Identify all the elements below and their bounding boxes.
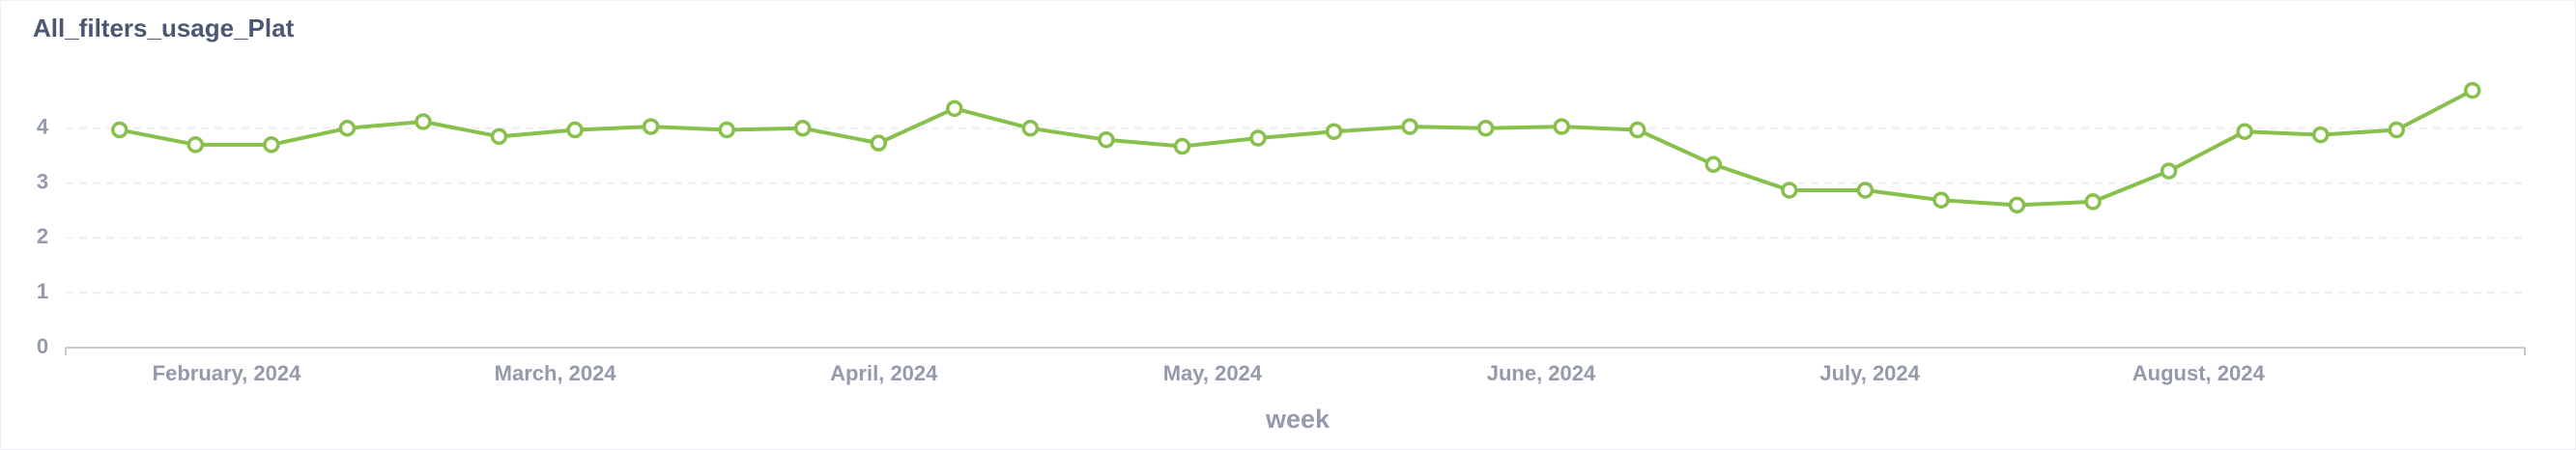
data-point (415, 113, 432, 130)
y-tick-label: 0 (37, 334, 48, 358)
data-point (566, 121, 584, 139)
data-point (2311, 126, 2330, 144)
y-tick-label: 2 (37, 224, 48, 248)
x-tick-label: March, 2024 (495, 361, 617, 385)
x-tick-label: April, 2024 (830, 361, 938, 385)
data-point (2084, 193, 2102, 211)
chart-title: All_filters_usage_Plat (33, 14, 295, 42)
data-point (1629, 121, 1646, 139)
data-point (263, 136, 280, 154)
data-point (186, 136, 205, 154)
x-axis-label: week (1265, 405, 1331, 434)
data-point (793, 120, 812, 137)
series-line (119, 88, 2474, 208)
data-point (490, 127, 508, 146)
data-point (642, 118, 660, 135)
data-point (1249, 129, 1267, 147)
y-tick-label: 3 (37, 169, 48, 193)
data-point (338, 120, 357, 137)
data-point (1476, 120, 1495, 137)
x-tick-label: August, 2024 (2132, 361, 2266, 385)
data-point (946, 99, 963, 118)
data-point (1325, 123, 1343, 140)
x-tick-label: May, 2024 (1163, 361, 1263, 385)
data-point (2464, 81, 2481, 99)
data-point (718, 121, 735, 139)
data-point (1932, 191, 1950, 209)
x-tick-label: June, 2024 (1487, 361, 1596, 385)
data-point (2008, 196, 2026, 214)
data-point (1856, 182, 1875, 199)
data-point (1173, 137, 1191, 155)
data-point (2236, 123, 2253, 140)
y-tick-label: 1 (37, 279, 48, 303)
data-point (1704, 155, 1723, 174)
data-point (1021, 120, 1040, 137)
data-point (1781, 182, 1798, 199)
data-point (870, 134, 888, 152)
x-tick-label: July, 2024 (1819, 361, 1920, 385)
y-tick-label: 4 (37, 115, 49, 139)
data-point (2388, 121, 2406, 139)
data-point (1553, 118, 1570, 135)
data-point (111, 121, 129, 139)
data-point (1098, 130, 1115, 149)
x-tick-label: February, 2024 (153, 361, 301, 385)
data-point (2160, 162, 2178, 180)
data-point (1401, 118, 1418, 135)
